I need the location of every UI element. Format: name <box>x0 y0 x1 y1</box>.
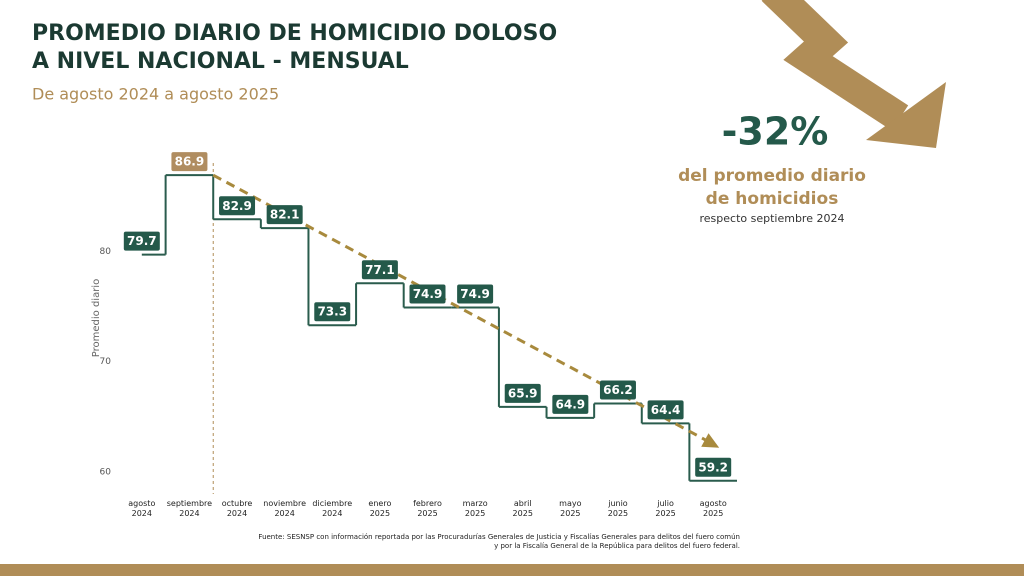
value-label-box <box>219 196 256 216</box>
x-tick-label: noviembre 2024 <box>263 499 306 518</box>
x-tick-label: mayo 2025 <box>559 499 581 518</box>
x-tick-label: agosto 2024 <box>128 499 155 518</box>
arrow-head <box>866 82 946 148</box>
value-label-text: 73.3 <box>317 305 347 319</box>
value-label: 73.3 <box>314 302 351 322</box>
value-label-text: 64.4 <box>651 403 681 417</box>
value-label: 86.9 <box>171 152 208 172</box>
value-label: 59.2 <box>695 457 732 477</box>
value-label: 82.9 <box>219 196 256 216</box>
value-label-text: 65.9 <box>508 386 538 400</box>
value-label-box <box>457 284 494 304</box>
value-label: 79.7 <box>123 231 160 251</box>
y-axis-label: Promedio diario <box>91 279 102 357</box>
value-label-text: 66.2 <box>603 383 633 397</box>
chart-subtitle: De agosto 2024 a agosto 2025 <box>32 85 279 104</box>
value-label-box <box>599 380 636 400</box>
value-label-text: 74.9 <box>413 287 443 301</box>
value-label-text: 59.2 <box>698 460 728 474</box>
x-tick-label: junio 2025 <box>607 499 628 518</box>
value-label-text: 82.1 <box>270 208 300 222</box>
x-tick-label: marzo 2025 <box>463 499 488 518</box>
bottom-bar <box>0 564 1024 576</box>
value-label: 64.4 <box>647 400 684 420</box>
value-label-text: 82.9 <box>222 199 252 213</box>
x-tick-label: abril 2025 <box>513 499 533 518</box>
value-label-text: 79.7 <box>127 234 157 248</box>
x-tick-label: febrero 2025 <box>413 499 442 518</box>
value-label: 65.9 <box>504 383 541 403</box>
value-label-box <box>361 260 398 280</box>
x-tick-label: diciembre 2024 <box>312 499 352 518</box>
value-label-text: 64.9 <box>556 397 586 411</box>
value-label-text: 74.9 <box>460 287 490 301</box>
y-tick-label: 60 <box>100 467 112 477</box>
value-label-box <box>314 302 351 322</box>
value-label: 74.9 <box>409 284 446 304</box>
annotation-line: de homicidios <box>706 189 839 209</box>
value-label-box <box>123 231 160 251</box>
decor-arrow <box>761 0 946 148</box>
change-annotation: -32% <box>722 110 829 154</box>
value-label-box <box>552 394 589 414</box>
annotation-line: del promedio diario <box>678 166 866 186</box>
y-tick-label: 80 <box>100 247 112 257</box>
x-tick-label: enero 2025 <box>368 499 391 518</box>
value-label-box <box>647 400 684 420</box>
value-label-box <box>266 205 303 225</box>
value-label: 77.1 <box>361 260 398 280</box>
value-label: 66.2 <box>599 380 636 400</box>
value-label-text: 86.9 <box>175 155 205 169</box>
x-tick-label: agosto 2025 <box>700 499 727 518</box>
annotation-note: respecto septiembre 2024 <box>700 212 845 225</box>
value-label-box <box>504 383 541 403</box>
source: Fuente: SESNSP con información reportada… <box>258 533 740 541</box>
y-tick-label: 70 <box>100 357 112 367</box>
value-label: 74.9 <box>457 284 494 304</box>
value-label: 64.9 <box>552 394 589 414</box>
x-tick-label: julio 2025 <box>655 499 675 518</box>
value-label: 82.1 <box>266 205 303 225</box>
source: y por la Fiscalía General de la Repúblic… <box>494 542 740 550</box>
x-tick-label: octubre 2024 <box>222 499 253 518</box>
chart-title: A NIVEL NACIONAL - MENSUAL <box>32 49 409 74</box>
value-label-box <box>695 457 732 477</box>
arrow-shaft <box>761 0 909 131</box>
value-label-text: 77.1 <box>365 263 395 277</box>
x-tick-label: septiembre 2024 <box>167 499 212 518</box>
value-label-box <box>171 152 208 172</box>
trend-arrowhead <box>701 433 720 448</box>
value-label-box <box>409 284 446 304</box>
chart-title: PROMEDIO DIARIO DE HOMICIDIO DOLOSO <box>32 21 557 46</box>
